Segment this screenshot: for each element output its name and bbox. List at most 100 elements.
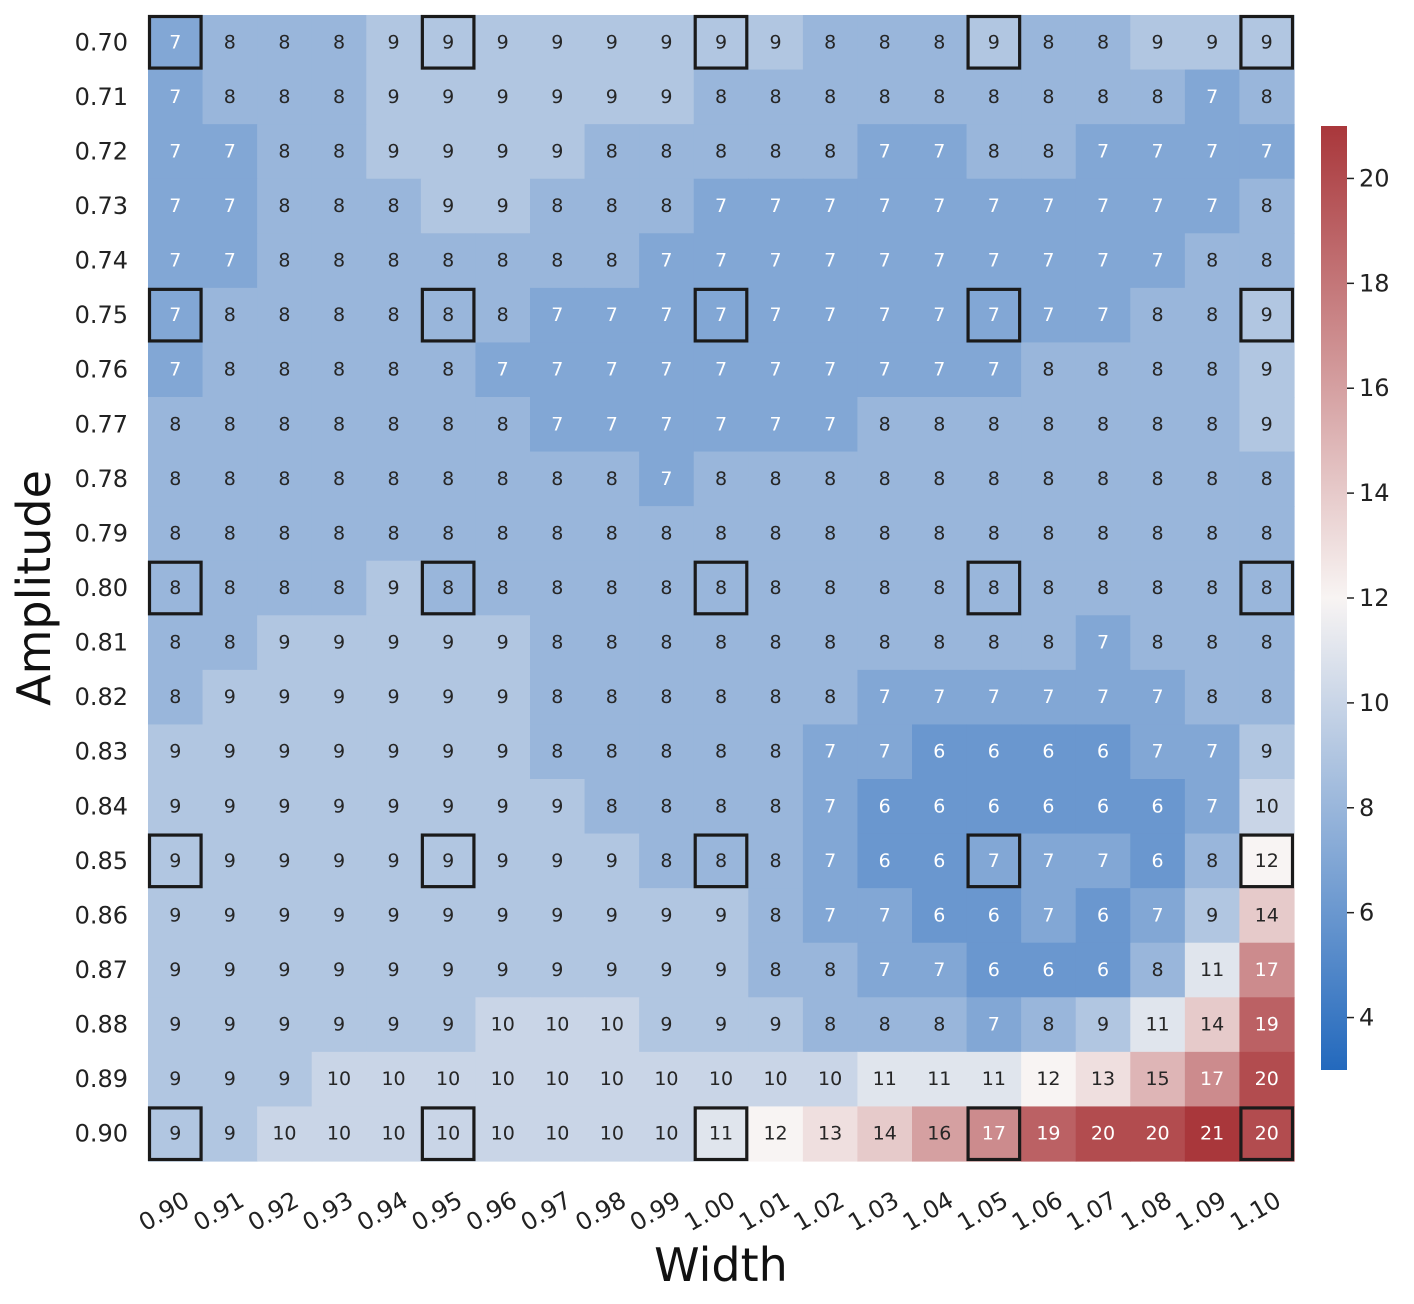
cell-value-label: 7	[1097, 632, 1109, 654]
heatmap-cell	[802, 615, 859, 671]
cell-value-label: 9	[497, 904, 509, 926]
cell-value-label: 8	[224, 468, 236, 490]
cell-value-label: 9	[169, 1068, 181, 1090]
cell-value-label: 9	[497, 795, 509, 817]
highlighted-cell-frame	[693, 287, 749, 343]
cell-value-label: 9	[551, 904, 563, 926]
heatmap-cell	[530, 615, 586, 671]
heatmap-cell	[311, 451, 367, 507]
x-tick-label: 1.10	[1225, 1186, 1285, 1237]
cell-value-label: 8	[497, 522, 509, 544]
cell-value-label: 7	[606, 359, 618, 381]
heatmap-cell	[857, 233, 913, 289]
heatmap-cell	[1239, 178, 1295, 234]
heatmap-cell	[966, 942, 1022, 998]
heatmap-cell	[748, 615, 804, 671]
cell-value-label: 9	[388, 904, 400, 926]
cell-value-label: 7	[879, 140, 891, 162]
cell-value-label: 9	[333, 632, 345, 654]
cell-value-label: 10	[545, 1123, 569, 1145]
highlighted-cell-frame	[966, 560, 1022, 616]
cell-value-label: 7	[169, 140, 181, 162]
cell-value-label: 10	[491, 1123, 515, 1145]
cell-value-label: 8	[551, 686, 563, 708]
colorbar-tick-label: 12	[1359, 584, 1390, 612]
cell-value-label: 9	[1261, 304, 1273, 326]
cell-value-label: 7	[169, 359, 181, 381]
heatmap-cell	[1184, 669, 1241, 726]
cell-value-label: 8	[1097, 522, 1109, 544]
heatmap-cell	[202, 287, 258, 344]
heatmap-cell	[1130, 942, 1186, 998]
x-tick-label: 1.04	[898, 1186, 958, 1237]
cell-value-label: 7	[824, 304, 836, 326]
cell-value-label: 9	[442, 31, 454, 53]
heatmap-cell	[530, 997, 586, 1053]
cell-value-label: 9	[278, 686, 290, 708]
cell-value-label: 8	[1042, 31, 1054, 53]
cell-value-label: 7	[933, 250, 945, 272]
cell-value-label: 8	[1042, 140, 1054, 162]
cell-value-label: 8	[169, 468, 181, 490]
y-tick-label: 0.76	[75, 356, 128, 384]
cell-value-label: 6	[933, 850, 945, 872]
heatmap-cell	[966, 397, 1022, 453]
cell-value-label: 7	[824, 904, 836, 926]
x-tick-label: 0.92	[243, 1186, 303, 1237]
heatmap-cell	[311, 342, 367, 398]
x-tick-label: 0.91	[189, 1186, 249, 1237]
cell-value-label: 8	[333, 140, 345, 162]
cell-value-label: 8	[224, 577, 236, 599]
heatmap-cell	[148, 1106, 204, 1162]
cell-value-label: 9	[497, 686, 509, 708]
y-tick-label: 0.71	[75, 83, 128, 111]
cell-value-label: 9	[388, 86, 400, 108]
cell-value-label: 7	[933, 359, 945, 381]
heatmap-cell	[366, 287, 422, 344]
cell-value-label: 8	[1152, 468, 1164, 490]
cell-value-label: 10	[381, 1068, 405, 1090]
colorbar-tick-label: 8	[1359, 794, 1374, 822]
cell-value-label: 7	[933, 304, 945, 326]
heatmap-cell	[748, 178, 804, 234]
cell-value-label: 8	[1206, 250, 1218, 272]
heatmap-cell	[1075, 615, 1131, 671]
cell-value-label: 8	[824, 31, 836, 53]
heatmap-cell	[148, 397, 204, 453]
cell-value-label: 7	[660, 468, 672, 490]
cell-value-label: 7	[933, 686, 945, 708]
cell-value-label: 7	[1206, 741, 1218, 763]
cell-value-label: 8	[770, 468, 782, 490]
cell-value-label: 8	[715, 140, 727, 162]
heatmap-cell	[912, 669, 968, 726]
cell-value-label: 8	[988, 413, 1000, 435]
cell-value-label: 8	[715, 850, 727, 872]
cell-value-label: 7	[224, 195, 236, 217]
heatmap-cell	[584, 397, 640, 453]
heatmap-cell	[966, 833, 1022, 889]
cell-value-label: 9	[333, 850, 345, 872]
heatmap-cell	[1075, 69, 1131, 125]
cell-value-label: 11	[927, 1068, 951, 1090]
heatmap-cell	[366, 397, 422, 453]
cell-value-label: 9	[388, 577, 400, 599]
heatmap-cell	[311, 506, 367, 562]
y-tick-label: 0.82	[75, 683, 128, 711]
cell-value-label: 8	[1152, 359, 1164, 381]
cell-value-label: 8	[1097, 413, 1109, 435]
heatmap-cell	[1239, 397, 1295, 453]
cell-value-label: 10	[436, 1068, 460, 1090]
cell-value-label: 9	[715, 31, 727, 53]
cell-value-label: 11	[873, 1068, 897, 1090]
highlighted-cell-frame	[420, 287, 476, 343]
heatmap-cell	[1021, 942, 1077, 998]
cell-value-label: 9	[551, 140, 563, 162]
heatmap-cell	[1130, 69, 1186, 125]
heatmap-cell	[1130, 342, 1186, 398]
heatmap-cell	[257, 833, 313, 889]
cell-value-label: 21	[1200, 1123, 1224, 1145]
heatmap-cell	[257, 178, 313, 234]
cell-value-label: 9	[333, 795, 345, 817]
cell-value-label: 8	[606, 140, 618, 162]
cell-value-label: 9	[388, 795, 400, 817]
